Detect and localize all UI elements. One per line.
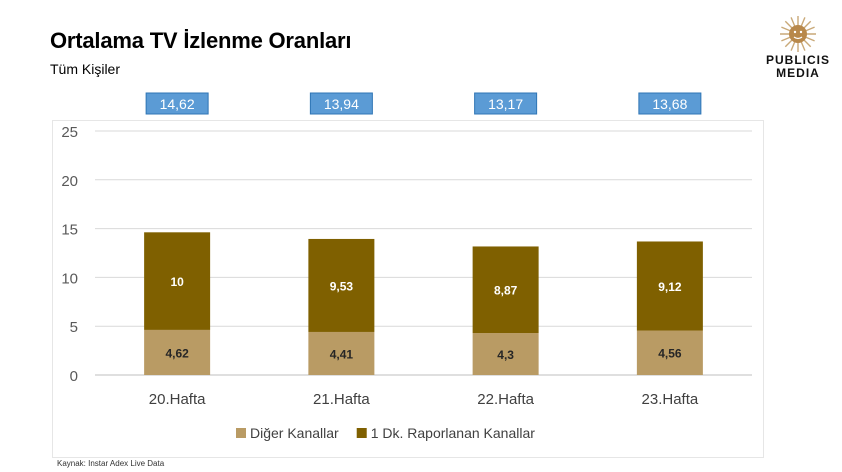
total-label: 13,68 <box>652 96 687 112</box>
bar-segment <box>308 331 375 375</box>
publicis-media-logo: PUBLICIS MEDIA <box>758 14 838 84</box>
y-tick-label: 0 <box>70 368 78 385</box>
data-label: 4,56 <box>658 347 682 361</box>
data-label: 4,41 <box>330 347 354 361</box>
chart-title: Ortalama TV İzlenme Oranları <box>50 28 352 53</box>
data-label: 9,12 <box>658 280 682 294</box>
total-label-box <box>638 92 702 115</box>
total-label-box <box>145 92 209 115</box>
total-label-box <box>309 92 373 115</box>
x-tick-label: 21.Hafta <box>313 391 370 408</box>
y-tick-label: 20 <box>61 173 78 190</box>
y-tick-label: 15 <box>61 222 78 239</box>
source-note: Kaynak: Instar Adex Live Data <box>57 459 165 468</box>
bar-segment <box>636 330 703 375</box>
data-label: 4,62 <box>165 346 189 360</box>
logo-text-media: MEDIA <box>776 66 820 80</box>
total-label: 13,94 <box>324 96 359 112</box>
x-tick-label: 23.Hafta <box>642 391 699 408</box>
legend-swatch <box>236 428 246 438</box>
bar-segment <box>144 329 211 375</box>
sun-icon <box>780 16 816 52</box>
y-tick-label: 5 <box>70 319 78 336</box>
bar-segment <box>308 238 375 332</box>
legend-swatch <box>356 428 367 438</box>
logo-text-publicis: PUBLICIS <box>765 53 830 67</box>
legend-label: 1 Dk. Raporlanan Kanallar <box>371 425 536 441</box>
total-label: 13,17 <box>488 96 523 112</box>
bar-segment <box>144 232 211 330</box>
legend-label: Diğer Kanallar <box>250 425 339 441</box>
x-tick-label: 22.Hafta <box>477 391 534 408</box>
x-tick-label: 20.Hafta <box>149 391 206 408</box>
total-label-box <box>474 92 538 115</box>
data-label: 4,3 <box>497 348 514 362</box>
data-label: 10 <box>170 275 184 289</box>
chart-frame <box>52 120 764 458</box>
total-label: 14,62 <box>160 96 195 112</box>
bar-segment <box>472 246 539 334</box>
bar-segment <box>472 333 539 375</box>
data-label: 9,53 <box>330 279 354 293</box>
bar-segment <box>636 241 703 331</box>
chart-subtitle: Tüm Kişiler <box>50 61 121 77</box>
y-tick-label: 25 <box>61 124 78 141</box>
data-label: 8,87 <box>494 284 518 298</box>
y-tick-label: 10 <box>61 270 78 287</box>
